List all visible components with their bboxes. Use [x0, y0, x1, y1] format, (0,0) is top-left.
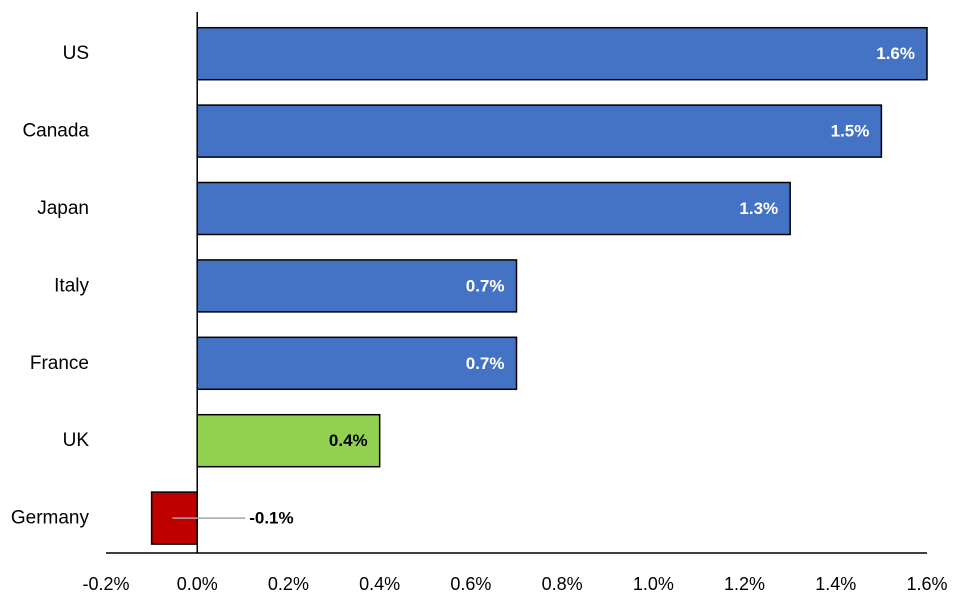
x-tick-label: 1.0% [633, 574, 674, 594]
x-tick-label: -0.2% [82, 574, 129, 594]
data-label-canada: 1.5% [831, 122, 870, 141]
category-label-italy: Italy [54, 275, 89, 296]
x-tick-label: 0.2% [268, 574, 309, 594]
bar-japan [196, 181, 791, 236]
category-label-france: France [30, 353, 89, 374]
bar-us [196, 26, 928, 81]
bar-france [196, 336, 518, 391]
bar-canada [196, 104, 883, 158]
x-tick-label: 0.6% [450, 574, 491, 594]
bar-uk [196, 413, 381, 468]
category-label-uk: UK [63, 430, 90, 451]
x-tick-label: 0.0% [177, 574, 218, 594]
bar-italy [196, 259, 518, 313]
data-label-germany: -0.1% [249, 509, 293, 528]
category-label-germany: Germany [11, 508, 90, 529]
data-label-uk: 0.4% [329, 431, 368, 450]
x-tick-label: 1.4% [815, 574, 856, 594]
x-tick-label: 1.2% [724, 574, 765, 594]
data-label-us: 1.6% [876, 44, 915, 63]
x-tick-label: 0.8% [542, 574, 583, 594]
bars-layer [150, 26, 928, 545]
category-label-japan: Japan [37, 198, 89, 219]
data-label-france: 0.7% [466, 354, 505, 373]
category-label-canada: Canada [22, 121, 89, 142]
category-label-us: US [63, 43, 89, 64]
x-tick-label: 0.4% [359, 574, 400, 594]
data-label-italy: 0.7% [466, 276, 505, 295]
data-label-japan: 1.3% [739, 199, 778, 218]
x-tick-label: 1.6% [906, 574, 947, 594]
labels-layer: US 1.6% Canada 1.5% Japan 1.3% Italy 0.7% France… [11, 43, 948, 594]
axes-layer [106, 12, 927, 554]
